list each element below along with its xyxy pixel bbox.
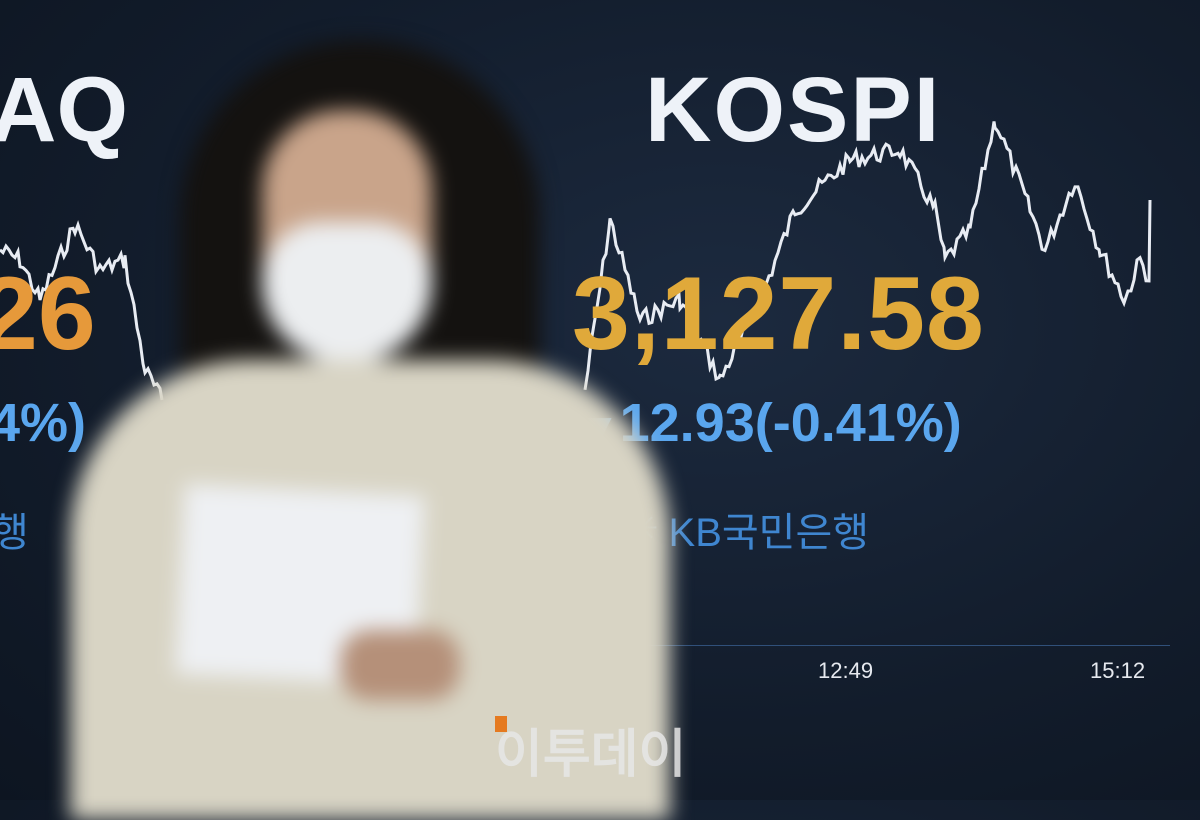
watermark-mark: [495, 716, 507, 732]
time-tick: 15:12: [1090, 658, 1146, 683]
time-axis: [540, 645, 1170, 646]
kospi-change-text: 12.93(-0.41%): [619, 393, 962, 453]
watermark: 이투데이: [495, 726, 687, 784]
kospi-intraday-line: [583, 121, 1152, 391]
left-sponsor: 행: [0, 511, 29, 555]
chart-lines: [0, 121, 1152, 401]
left-index-value: 26: [0, 256, 96, 372]
left-index-line: [0, 220, 164, 401]
kospi-value: 3,127.58: [572, 256, 985, 372]
kospi-title: KOSPI: [645, 59, 942, 161]
left-index-title: AQ: [0, 59, 128, 161]
hands: [340, 630, 460, 700]
face-mask: [262, 222, 432, 362]
person: [70, 40, 670, 820]
sponsor-name: KB국민은행: [668, 511, 870, 555]
left-index-change: 4%): [0, 393, 87, 453]
time-tick: 12:49: [818, 658, 874, 683]
